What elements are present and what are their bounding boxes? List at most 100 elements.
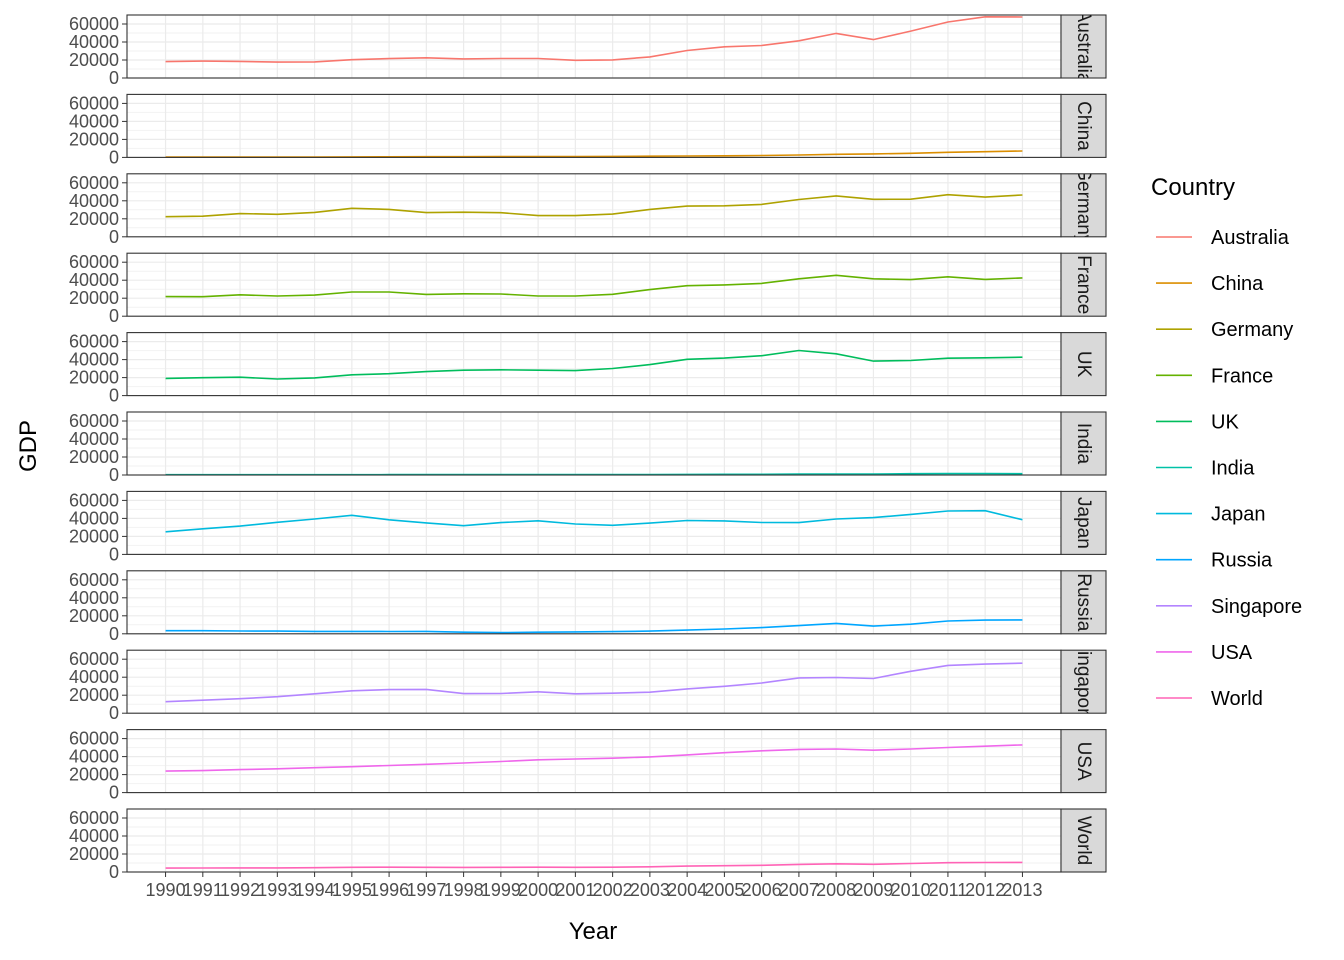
series-line-japan bbox=[165, 509, 1023, 533]
facet-strip bbox=[1060, 490, 1107, 555]
legend-item: World bbox=[1156, 688, 1263, 710]
y-tick-label: 0 bbox=[109, 783, 119, 803]
facet-strip-label-wrap: China bbox=[1073, 101, 1094, 151]
legend-item: Japan bbox=[1156, 504, 1266, 526]
y-tick-label: 40000 bbox=[69, 588, 119, 608]
facet-strip-label: China bbox=[1073, 101, 1094, 151]
facet-strip bbox=[1060, 173, 1107, 238]
legend-label: Russia bbox=[1211, 550, 1273, 572]
facet-strip bbox=[1060, 332, 1107, 397]
x-tick-label: 1991 bbox=[183, 880, 223, 900]
x-tick-label: 2012 bbox=[965, 880, 1005, 900]
legend-item: Singapore bbox=[1156, 596, 1302, 618]
facet-strip-label: Singapore bbox=[1073, 638, 1094, 725]
x-tick-label: 2000 bbox=[518, 880, 558, 900]
series-line-germany bbox=[165, 193, 1023, 218]
y-tick-label: 60000 bbox=[69, 332, 119, 352]
x-tick-label: 2013 bbox=[1002, 880, 1042, 900]
y-tick-label: 40000 bbox=[69, 826, 119, 846]
legend-item: USA bbox=[1156, 642, 1253, 664]
x-axis-title: Year bbox=[569, 918, 618, 945]
y-tick-label: 0 bbox=[109, 703, 119, 723]
facet-strip-label: Japan bbox=[1073, 497, 1094, 549]
y-tick-label: 40000 bbox=[69, 747, 119, 767]
facet-strip-label-wrap: Japan bbox=[1073, 497, 1094, 549]
y-tick-label: 20000 bbox=[69, 447, 119, 467]
y-tick-label: 40000 bbox=[69, 429, 119, 449]
facet-strip-label-wrap: France bbox=[1073, 255, 1094, 314]
legend-item: China bbox=[1156, 273, 1264, 295]
legend-label: France bbox=[1211, 365, 1273, 387]
legend-items: Australia China Germany France UK India Japan R… bbox=[1156, 227, 1302, 710]
legend-item: India bbox=[1156, 458, 1255, 480]
legend-label: UK bbox=[1211, 411, 1239, 433]
y-tick-label: 40000 bbox=[69, 191, 119, 211]
x-tick-label: 1994 bbox=[295, 880, 335, 900]
facet-strip-label-wrap: Australia bbox=[1073, 15, 1094, 78]
facet-strip-label-wrap: Germany bbox=[1073, 166, 1094, 245]
legend-label: World bbox=[1211, 688, 1263, 710]
y-tick-label: 0 bbox=[109, 227, 119, 247]
series-line-france bbox=[165, 274, 1023, 298]
legend-label: Germany bbox=[1211, 319, 1293, 341]
y-tick-label: 0 bbox=[109, 465, 119, 485]
x-tick-label: 2002 bbox=[593, 880, 633, 900]
x-tick-label: 2003 bbox=[630, 880, 670, 900]
y-tick-label: 20000 bbox=[69, 765, 119, 785]
y-tick-label: 0 bbox=[109, 147, 119, 167]
facet-strip-label: UK bbox=[1073, 351, 1094, 378]
facet-strip bbox=[1060, 14, 1107, 79]
y-tick-label: 20000 bbox=[69, 844, 119, 864]
facet-strip-label: World bbox=[1073, 816, 1094, 865]
series-line-russia bbox=[165, 619, 1023, 634]
y-tick-label: 40000 bbox=[69, 270, 119, 290]
x-tick-label: 1995 bbox=[332, 880, 372, 900]
y-tick-label: 40000 bbox=[69, 508, 119, 528]
y-tick-label: 40000 bbox=[69, 111, 119, 131]
facet-strip-label: USA bbox=[1073, 742, 1094, 781]
series-line-uk bbox=[165, 349, 1023, 380]
series-line-world bbox=[165, 861, 1023, 869]
series-line-australia bbox=[165, 15, 1023, 63]
facet-strip bbox=[1060, 570, 1107, 635]
x-tick-label: 2005 bbox=[704, 880, 744, 900]
legend-item: Germany bbox=[1156, 319, 1293, 341]
facet-strip bbox=[1060, 729, 1107, 794]
facet-strip-label-wrap: USA bbox=[1073, 742, 1094, 781]
x-tick-label: 2011 bbox=[929, 880, 968, 900]
facet-strip-label-wrap: Singapore bbox=[1073, 638, 1094, 725]
legend-label: Australia bbox=[1211, 227, 1290, 249]
y-tick-label: 0 bbox=[109, 386, 119, 406]
x-tick-label: 1996 bbox=[369, 880, 409, 900]
y-tick-label: 60000 bbox=[69, 173, 119, 193]
x-tick-label: 2004 bbox=[667, 880, 707, 900]
y-tick-label: 20000 bbox=[69, 129, 119, 149]
y-tick-label: 0 bbox=[109, 306, 119, 326]
y-tick-label: 60000 bbox=[69, 411, 119, 431]
facet-strip-label-wrap: UK bbox=[1073, 351, 1094, 378]
x-tick-label: 2001 bbox=[555, 880, 595, 900]
x-tick-label: 1997 bbox=[406, 880, 446, 900]
series-line-china bbox=[165, 150, 1023, 158]
legend-item: UK bbox=[1156, 411, 1239, 433]
legend-title: Country bbox=[1151, 174, 1235, 201]
legend-item: France bbox=[1156, 365, 1273, 387]
x-tick-label: 2006 bbox=[742, 880, 782, 900]
facet-strip-label: India bbox=[1073, 423, 1094, 465]
legend-label: China bbox=[1211, 273, 1264, 295]
legend-item: Russia bbox=[1156, 550, 1273, 572]
series-line-singapore bbox=[165, 662, 1023, 703]
y-tick-label: 20000 bbox=[69, 50, 119, 70]
y-tick-label: 20000 bbox=[69, 685, 119, 705]
facet-strip bbox=[1060, 411, 1107, 476]
facet-strip-label: Germany bbox=[1073, 166, 1094, 245]
y-tick-label: 60000 bbox=[69, 14, 119, 34]
y-tick-label: 20000 bbox=[69, 368, 119, 388]
y-tick-label: 60000 bbox=[69, 729, 119, 749]
